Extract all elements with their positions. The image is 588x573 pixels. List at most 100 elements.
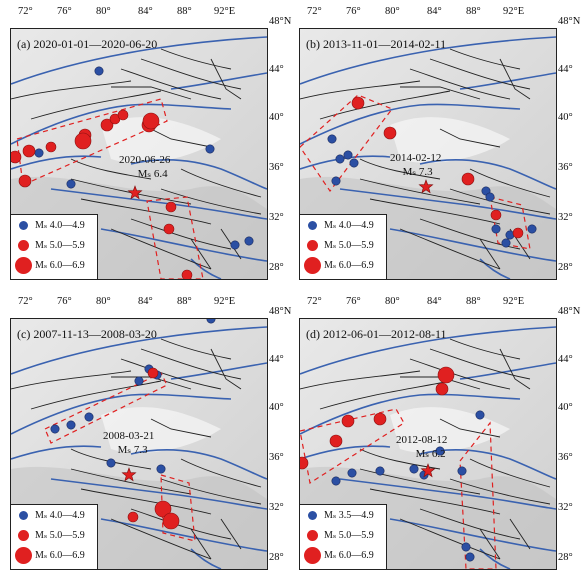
quake-dot-small	[244, 236, 254, 246]
mainshock-date: 2020-06-26	[119, 154, 171, 166]
quake-dot-large	[154, 500, 172, 518]
legend: Mₛ 3.5—4.9 Mₛ 5.0—5.9 Mₛ 6.0—6.9	[300, 504, 387, 569]
latitude-tick-label: 36°	[269, 162, 284, 173]
fault-line	[130, 218, 232, 250]
fault-line	[160, 48, 232, 70]
latitude-tick-label: 32°	[558, 502, 573, 513]
fault-line	[70, 468, 192, 495]
longitude-tick-label: 76°	[346, 296, 361, 307]
fault-line	[70, 158, 152, 180]
quake-dot-medium	[435, 382, 449, 396]
quake-dot-large	[74, 132, 92, 150]
latitude-tick-label: 28°	[269, 552, 284, 563]
map-panel-d: (d) 2012-06-01—2012-08-11 2012-08-12 Mₛ …	[299, 318, 557, 570]
fault-line	[160, 338, 232, 360]
fault-line	[30, 380, 162, 410]
longitude-tick-label: 76°	[57, 6, 72, 17]
fault-line	[300, 370, 421, 390]
fault-line	[80, 488, 212, 515]
fault-line	[429, 58, 531, 90]
legend-blue-dot	[308, 221, 317, 230]
fault-line	[359, 158, 441, 180]
study-region-box	[16, 98, 168, 186]
quake-dot-small	[94, 66, 104, 76]
legend: Mₛ 4.0—4.9 Mₛ 5.0—5.9 Mₛ 6.0—6.9	[11, 504, 98, 569]
longitude-tick-label: 72°	[18, 296, 33, 307]
river-line	[300, 393, 521, 435]
quake-dot-large	[162, 512, 180, 530]
quake-dot-medium	[147, 367, 159, 379]
quake-dot-medium	[341, 414, 355, 428]
mainshock-magnitude: Mₛ 7.3	[402, 166, 433, 178]
latitude-tick-label: 40°	[558, 402, 573, 413]
fault-line	[469, 458, 551, 488]
basin-area	[101, 407, 221, 453]
latitude-tick-label: 44°	[269, 64, 284, 75]
quake-dot-medium	[512, 227, 524, 239]
longitude-tick-label: 84°	[427, 296, 442, 307]
basin-area	[390, 117, 510, 163]
latitude-tick-label: 32°	[269, 212, 284, 223]
fault-line	[469, 168, 551, 198]
fault-line	[190, 528, 212, 560]
study-region-box	[146, 196, 204, 279]
mainshock-magnitude: Mₛ 7.3	[117, 444, 148, 456]
quake-dot-medium	[181, 269, 193, 279]
river-line	[11, 155, 102, 170]
panel-title: (c) 2007-11-13—2008-03-20	[17, 327, 157, 341]
latitude-tick-label: 28°	[558, 262, 573, 273]
longitude-tick-label: 88°	[177, 6, 192, 17]
latitude-tick-label: 44°	[558, 64, 573, 75]
latitude-tick-label: 36°	[558, 162, 573, 173]
fault-line	[190, 238, 212, 270]
fault-line	[409, 358, 511, 390]
legend-label: Mₛ 6.0—6.9	[35, 260, 85, 271]
quake-dot-medium	[351, 96, 365, 110]
fault-line	[150, 128, 212, 148]
river-line	[130, 159, 267, 190]
longitude-tick-label: 92°E	[503, 296, 525, 307]
longitude-tick-label: 72°	[307, 296, 322, 307]
quake-dot-small	[66, 420, 76, 430]
fault-line	[439, 128, 501, 148]
latitude-tick-label: 36°	[558, 452, 573, 463]
fault-line	[399, 518, 501, 560]
latitude-tick-label: 28°	[269, 262, 284, 273]
quake-dot-small	[343, 150, 353, 160]
quake-dot-small	[501, 238, 511, 248]
fault-line	[140, 348, 242, 380]
longitude-tick-label: 76°	[346, 6, 361, 17]
latitude-tick-label: 48°N	[558, 16, 581, 27]
latitude-tick-label: 48°N	[269, 306, 292, 317]
fault-line	[11, 80, 132, 100]
longitude-tick-label: 88°	[466, 296, 481, 307]
legend-label: Mₛ 4.0—4.9	[324, 220, 374, 231]
longitude-tick-label: 76°	[57, 296, 72, 307]
river-line	[100, 518, 267, 552]
fault-line	[449, 338, 521, 360]
fault-line	[160, 188, 262, 215]
longitude-tick-label: 80°	[385, 6, 400, 17]
fault-line	[369, 488, 501, 515]
river-line	[300, 445, 391, 460]
study-region-box	[489, 196, 531, 250]
quake-dot-small	[34, 148, 44, 158]
fault-line	[429, 348, 531, 380]
legend-large-red-dot	[15, 547, 32, 564]
quake-dot-small	[331, 476, 341, 486]
fault-line	[140, 58, 242, 90]
basin-area	[101, 117, 221, 163]
mainshock-label: 2014-02-12 Mₛ 7.3	[390, 151, 441, 179]
quake-dot-small	[409, 464, 419, 474]
legend-red-dot	[18, 240, 29, 251]
quake-dot-medium	[11, 150, 22, 164]
river-line	[479, 548, 511, 569]
map-panel-b: (b) 2013-11-01—2014-02-11 2014-02-12 Mₛ …	[299, 28, 557, 280]
latitude-tick-label: 40°	[558, 112, 573, 123]
river-line	[190, 548, 222, 569]
quake-dot-small	[106, 458, 116, 468]
latitude-tick-label: 28°	[558, 552, 573, 563]
longitude-tick-label: 88°	[466, 6, 481, 17]
mainshock-magnitude: Mₛ 6.2	[415, 448, 446, 460]
longitude-tick-label: 92°E	[214, 6, 236, 17]
